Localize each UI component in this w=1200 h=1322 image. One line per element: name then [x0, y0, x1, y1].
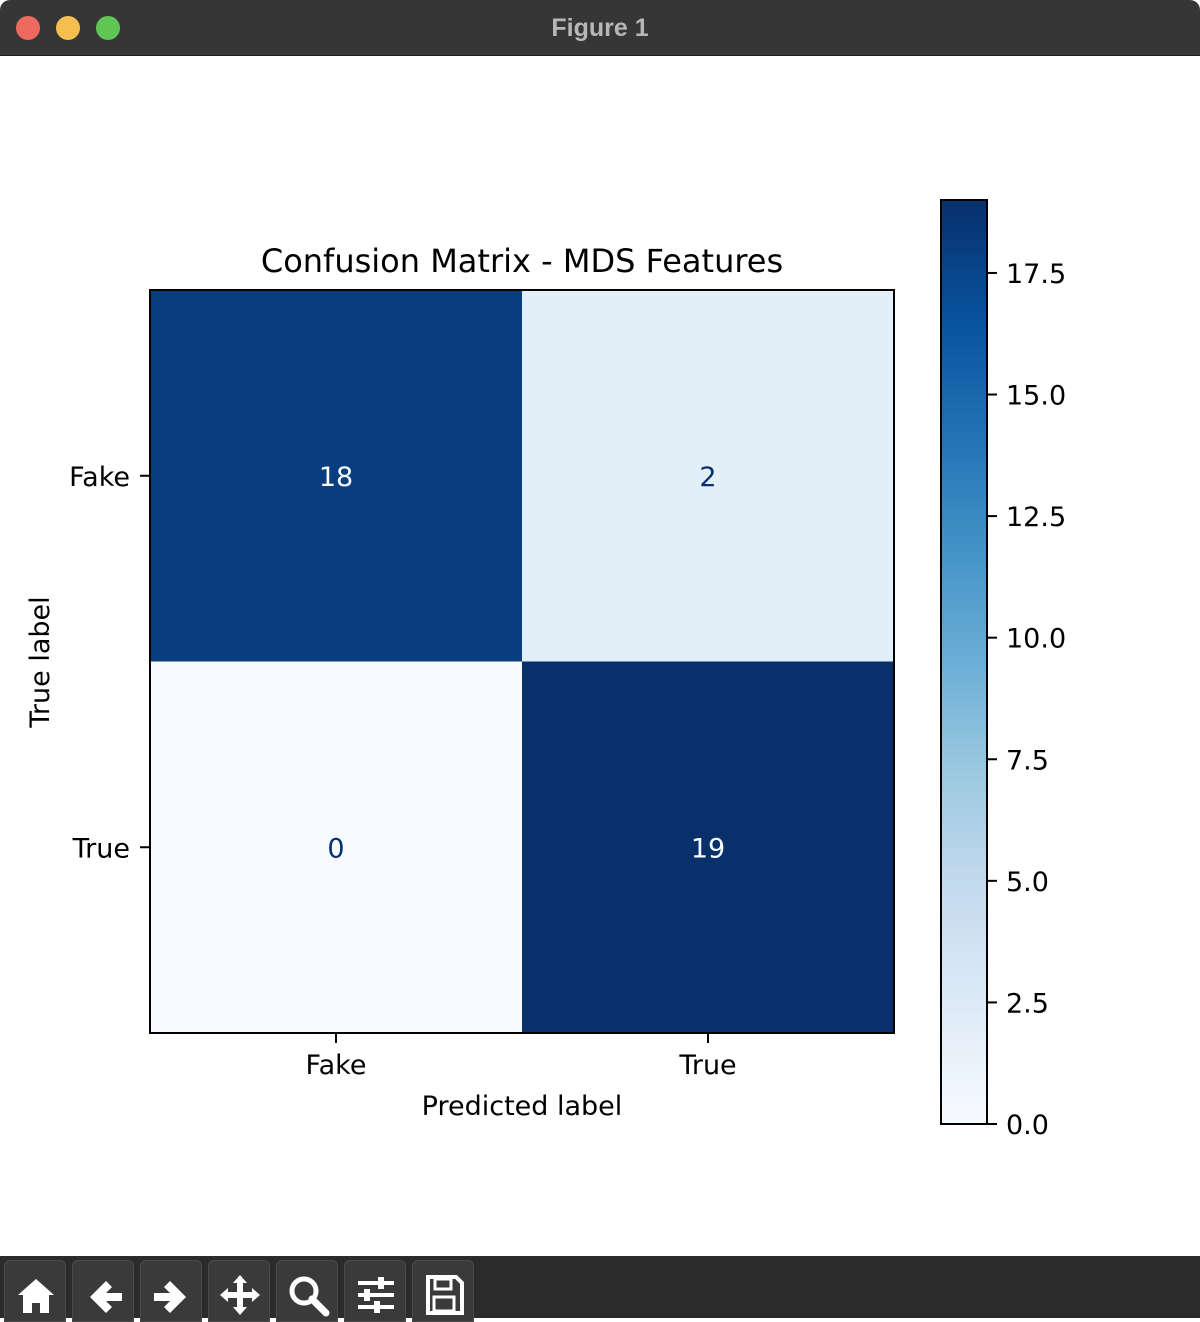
back-button[interactable]: [72, 1260, 134, 1322]
configure-subplots-button[interactable]: [344, 1260, 406, 1322]
y-tick-label: Fake: [69, 462, 130, 493]
back-arrow-icon: [90, 1281, 122, 1313]
zoom-magnifier-icon: [289, 1276, 330, 1317]
matrix-cell: [150, 661, 523, 1034]
navigation-toolbar: [0, 1256, 1200, 1322]
colorbar-tick-label: 7.5: [1006, 745, 1049, 776]
confusion-matrix-chart: 18 2 0 19 Fake True Fake True Confusion Matri…: [25, 199, 1066, 1141]
minimize-window-button[interactable]: [56, 16, 80, 40]
home-icon: [18, 1279, 54, 1313]
chart-title: Confusion Matrix - MDS Features: [261, 242, 783, 280]
pan-move-icon: [220, 1275, 260, 1315]
pan-button[interactable]: [208, 1260, 270, 1322]
colorbar-tick-label: 0.0: [1006, 1110, 1049, 1141]
cell-value-label: 18: [319, 462, 353, 493]
matrix-cell: [522, 661, 895, 1034]
cell-value-label: 2: [699, 462, 716, 493]
save-floppy-icon: [426, 1275, 464, 1315]
window-titlebar: Figure 1: [0, 0, 1200, 56]
colorbar-tick-label: 17.5: [1006, 259, 1066, 290]
colorbar: [940, 199, 988, 1125]
colorbar-tick-label: 5.0: [1006, 867, 1049, 898]
zoom-button[interactable]: [276, 1260, 338, 1322]
forward-button[interactable]: [140, 1260, 202, 1322]
close-window-button[interactable]: [16, 16, 40, 40]
x-tick-label: True: [678, 1050, 736, 1081]
zoom-window-button[interactable]: [96, 16, 120, 40]
cell-value-label: 19: [691, 833, 725, 864]
colorbar-tick-label: 15.0: [1006, 381, 1066, 412]
cell-value-label: 0: [327, 833, 344, 864]
colorbar-tick-label: 12.5: [1006, 502, 1066, 533]
save-button[interactable]: [412, 1260, 474, 1322]
y-axis-label: True label: [25, 596, 56, 728]
x-tick-label: Fake: [306, 1050, 367, 1081]
configure-subplots-icon: [358, 1277, 394, 1313]
figure-canvas: 18 2 0 19 Fake True Fake True Confusion Matri…: [0, 57, 1200, 1256]
colorbar-tick-label: 2.5: [1006, 988, 1049, 1019]
window-title: Figure 1: [551, 14, 649, 42]
matrix-cell: [150, 290, 523, 662]
home-button[interactable]: [4, 1260, 66, 1322]
y-tick-label: True: [72, 833, 130, 864]
forward-arrow-icon: [154, 1281, 186, 1313]
x-axis-label: Predicted label: [422, 1091, 623, 1122]
colorbar-tick-label: 10.0: [1006, 624, 1066, 655]
plot-area-frame: [149, 289, 895, 1034]
matrix-cell: [522, 290, 895, 662]
